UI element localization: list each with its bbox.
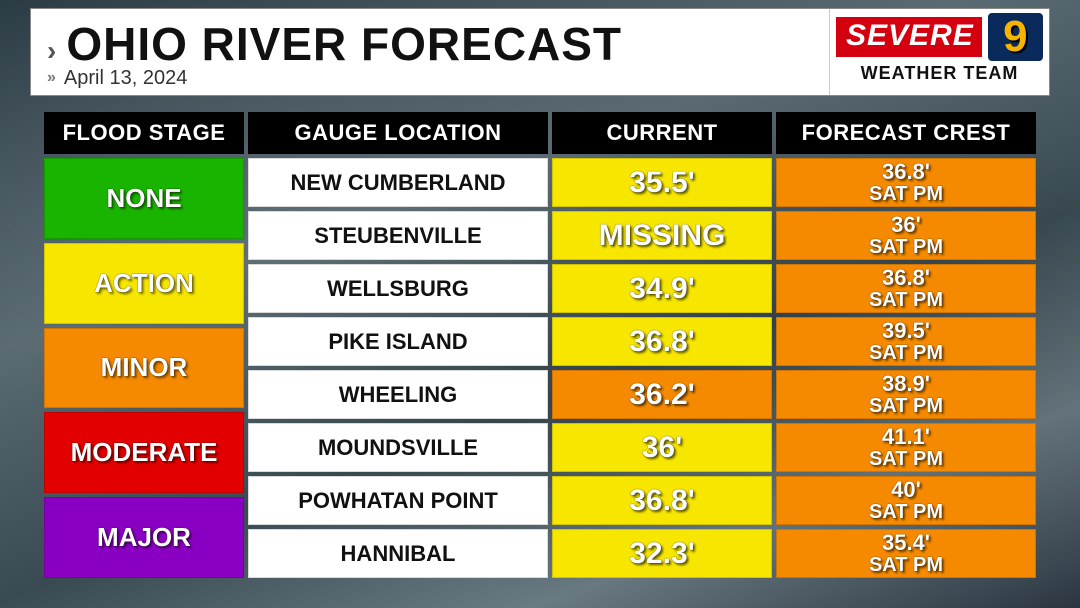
current-column: CURRENT 35.5'MISSING34.9'36.8'36.2'36'36…	[552, 112, 772, 578]
forecast-crest-cell: 40'SAT PM	[776, 476, 1036, 525]
forecast-crest-column: FORECAST CREST 36.8'SAT PM36'SAT PM36.8'…	[776, 112, 1036, 578]
crest-time: SAT PM	[869, 502, 943, 523]
crest-time: SAT PM	[869, 555, 943, 576]
current-header: CURRENT	[552, 112, 772, 154]
current-cell: 34.9'	[552, 264, 772, 313]
crest-value: 41.1'	[882, 425, 930, 448]
forecast-crest-cell: 41.1'SAT PM	[776, 423, 1036, 472]
gauge-location-cell: WELLSBURG	[248, 264, 548, 313]
crest-value: 36.8'	[882, 266, 930, 289]
gauge-location-header: GAUGE LOCATION	[248, 112, 548, 154]
current-cell: 36.8'	[552, 476, 772, 525]
current-cell: 32.3'	[552, 529, 772, 578]
gauge-location-cell: HANNIBAL	[248, 529, 548, 578]
gauge-location-cell: STEUBENVILLE	[248, 211, 548, 260]
current-cell: 36.2'	[552, 370, 772, 419]
station-logo: SEVERE 9 WEATHER TEAM	[829, 9, 1049, 95]
logo-weather-team: WEATHER TEAM	[836, 63, 1043, 84]
flood-stage-action: ACTION	[44, 243, 244, 324]
crest-value: 38.9'	[882, 372, 930, 395]
crest-time: SAT PM	[869, 184, 943, 205]
flood-stage-none: NONE	[44, 158, 244, 239]
gauge-location-cell: NEW CUMBERLAND	[248, 158, 548, 207]
header-bar: › OHIO RIVER FORECAST » April 13, 2024 S…	[30, 8, 1050, 96]
forecast-crest-cell: 38.9'SAT PM	[776, 370, 1036, 419]
flood-stage-minor: MINOR	[44, 328, 244, 409]
forecast-crest-cell: 35.4'SAT PM	[776, 529, 1036, 578]
crest-time: SAT PM	[869, 449, 943, 470]
crest-value: 36.8'	[882, 160, 930, 183]
current-cell: MISSING	[552, 211, 772, 260]
flood-stage-column: FLOOD STAGE NONEACTIONMINORMODERATEMAJOR	[44, 112, 244, 578]
logo-channel-number: 9	[988, 13, 1043, 61]
forecast-crest-cell: 36.8'SAT PM	[776, 264, 1036, 313]
gauge-location-column: GAUGE LOCATION NEW CUMBERLANDSTEUBENVILL…	[248, 112, 548, 578]
crest-time: SAT PM	[869, 237, 943, 258]
gauge-location-cell: MOUNDSVILLE	[248, 423, 548, 472]
forecast-table: FLOOD STAGE NONEACTIONMINORMODERATEMAJOR…	[44, 112, 1036, 578]
crest-time: SAT PM	[869, 343, 943, 364]
subtitle-chevron-icon: »	[47, 69, 56, 87]
flood-stage-major: MAJOR	[44, 497, 244, 578]
crest-time: SAT PM	[869, 396, 943, 417]
logo-severe: SEVERE	[836, 17, 982, 57]
flood-stage-header: FLOOD STAGE	[44, 112, 244, 154]
forecast-crest-cell: 36.8'SAT PM	[776, 158, 1036, 207]
current-cell: 36.8'	[552, 317, 772, 366]
crest-value: 39.5'	[882, 319, 930, 342]
forecast-date: April 13, 2024	[64, 67, 187, 90]
forecast-crest-cell: 39.5'SAT PM	[776, 317, 1036, 366]
forecast-crest-header: FORECAST CREST	[776, 112, 1036, 154]
gauge-location-cell: POWHATAN POINT	[248, 476, 548, 525]
current-cell: 36'	[552, 423, 772, 472]
crest-time: SAT PM	[869, 290, 943, 311]
flood-stage-moderate: MODERATE	[44, 412, 244, 493]
page-title: OHIO RIVER FORECAST	[66, 17, 622, 71]
crest-value: 36'	[891, 213, 921, 236]
forecast-crest-cell: 36'SAT PM	[776, 211, 1036, 260]
gauge-location-cell: WHEELING	[248, 370, 548, 419]
current-cell: 35.5'	[552, 158, 772, 207]
title-chevron-icon: ›	[47, 37, 56, 65]
crest-value: 40'	[891, 478, 921, 501]
crest-value: 35.4'	[882, 531, 930, 554]
gauge-location-cell: PIKE ISLAND	[248, 317, 548, 366]
title-block: › OHIO RIVER FORECAST » April 13, 2024	[31, 9, 829, 95]
